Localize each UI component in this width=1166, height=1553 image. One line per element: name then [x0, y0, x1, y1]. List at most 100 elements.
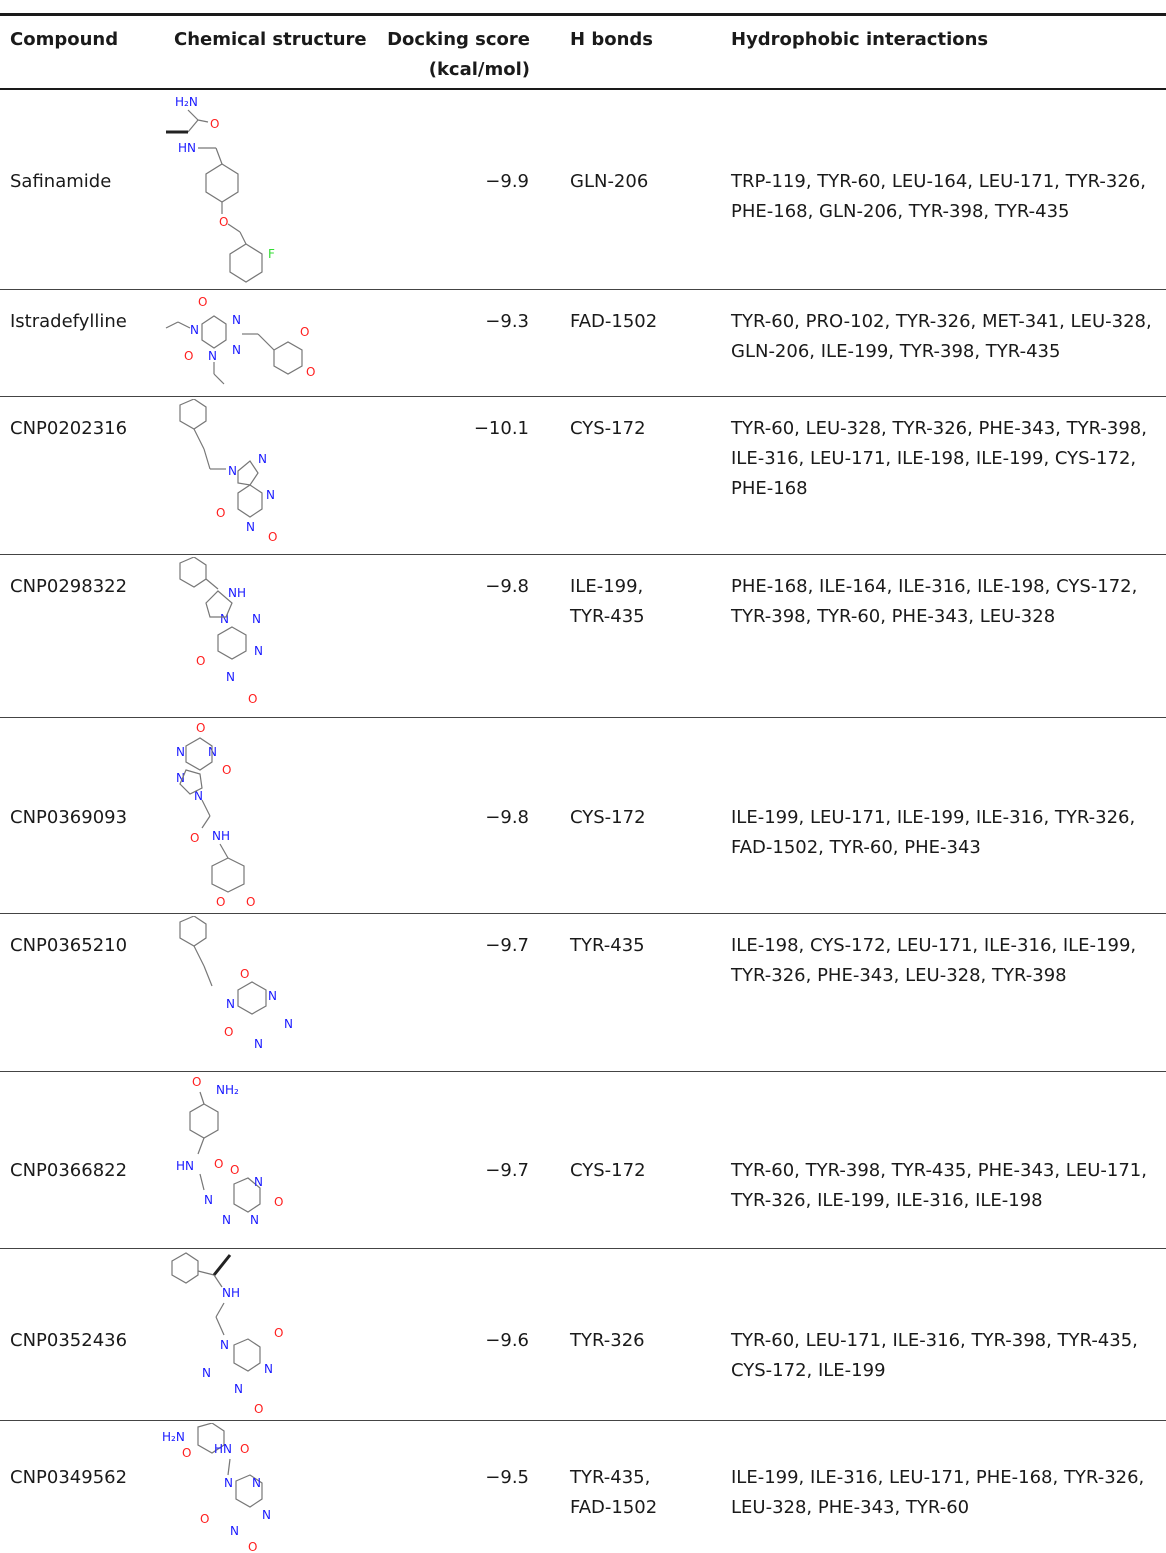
hydrophobic-interactions: TYR-60, LEU-328, TYR-326, PHE-343, TYR-3… — [731, 418, 1147, 499]
structure-atom-label: N — [222, 1213, 231, 1227]
structure-atom-label: NH — [222, 1286, 240, 1300]
structure-atom-label: N — [176, 771, 185, 785]
row-divider — [0, 396, 1166, 397]
h-bond-residue: FAD-1502 — [570, 311, 658, 332]
structure-atom-label: N — [232, 343, 241, 357]
structure-atom-label: N — [220, 612, 229, 626]
h-bonds: GLN-206 — [570, 167, 648, 197]
structure-atom-label: N — [246, 520, 255, 534]
structure-atom-label: HN — [214, 1442, 232, 1456]
h-bonds: TYR-435 — [570, 931, 645, 961]
structure-atom-label: O — [254, 1402, 263, 1416]
header-docking-score: Docking score (kcal/mol) — [370, 25, 530, 85]
compound-name: CNP0352436 — [10, 1330, 128, 1351]
hydrophobic-interactions: TYR-60, TYR-398, TYR-435, PHE-343, LEU-1… — [731, 1160, 1147, 1211]
compound-name: CNP0366822 — [10, 1160, 128, 1181]
table-row: CNP0349562 H₂N O HN O N N N O N O −9.5 T… — [0, 1421, 1166, 1553]
structure-atom-label: O — [248, 1540, 257, 1553]
compound-name: CNP0202316 — [10, 418, 128, 439]
hydrophobic-interactions: TYR-60, PRO-102, TYR-326, MET-341, LEU-3… — [731, 311, 1152, 362]
chemical-structure-image: H₂N O HN O F — [166, 95, 275, 283]
structure-atom-label: N — [254, 644, 263, 658]
compound-name: Istradefylline — [10, 311, 127, 332]
structure-atom-label: N — [252, 1476, 261, 1490]
structure-atom-label: NH — [212, 829, 230, 843]
structure-atom-label: O — [216, 895, 225, 909]
structure-atom-label: H₂N — [162, 1430, 185, 1444]
table-row: CNP0202316 N N N O N O −10.1 CYS-172 TYR… — [0, 397, 1166, 555]
h-bonds: TYR-326 — [570, 1326, 645, 1356]
structure-atom-label: N — [266, 488, 275, 502]
table-row: CNP0298322 NH N N N O N O −9.8 ILE-199, … — [0, 555, 1166, 718]
structure-atom-label: NH — [228, 586, 246, 600]
hydrophobic-interactions: ILE-199, LEU-171, ILE-199, ILE-316, TYR-… — [731, 807, 1136, 858]
chemical-structure-image: H₂N O HN O N N N O N O — [162, 1423, 271, 1553]
structure-atom-label: N — [232, 313, 241, 327]
structure-atom-label: O — [216, 506, 225, 520]
h-bond-residue: FAD-1502 — [570, 1497, 658, 1518]
row-divider — [0, 289, 1166, 290]
hydrophobic-interactions: TRP-119, TYR-60, LEU-164, LEU-171, TYR-3… — [731, 171, 1146, 222]
row-divider — [0, 913, 1166, 914]
structure-atom-label: O — [274, 1326, 283, 1340]
structure-atom-label: O — [224, 1025, 233, 1039]
table-row: CNP0365210 O N N N O N −9.7 TYR-435 ILE-… — [0, 914, 1166, 1072]
header-h-bonds: H bonds — [570, 29, 653, 50]
h-bonds: FAD-1502 — [570, 307, 657, 337]
chemical-structure-image: N N N O N O — [179, 399, 277, 544]
docking-score: −9.8 — [485, 807, 529, 828]
compound-name: Safinamide — [10, 171, 112, 192]
h-bonds: CYS-172 — [570, 414, 646, 444]
row-divider — [0, 1248, 1166, 1249]
docking-score: −9.5 — [485, 1467, 529, 1488]
docking-score: −9.6 — [485, 1330, 529, 1351]
structure-atom-label: N — [234, 1382, 243, 1396]
header-docking-score-line1: Docking score — [387, 29, 530, 50]
table-row: CNP0369093 O N N O N N O NH O O −9.8 CYS… — [0, 718, 1166, 914]
h-bond-residue: GLN-206 — [570, 171, 649, 192]
structure-atom-label: O — [196, 654, 205, 668]
structure-atom-label: N — [258, 452, 267, 466]
structure-atom-label: N — [226, 670, 235, 684]
structure-atom-label: O — [219, 215, 228, 229]
header-hydrophobic-interactions: Hydrophobic interactions — [731, 29, 989, 50]
chemical-structure-image: O NH₂ HN O O N N O N N — [176, 1075, 283, 1227]
chemical-structure-image: O N N N O N — [179, 916, 293, 1051]
structure-atom-label: N — [194, 789, 203, 803]
table-row: Safinamide H₂N O HN O F −9.9 GLN-206 TRP… — [0, 90, 1166, 290]
structure-atom-label: N — [220, 1338, 229, 1352]
docking-score: −10.1 — [473, 418, 529, 439]
structure-atom-label: O — [192, 1075, 201, 1089]
chemical-structure-image: O N N O N N O O — [165, 295, 315, 385]
structure-atom-label: N — [224, 1476, 233, 1490]
structure-atom-label: O — [300, 325, 309, 339]
structure-atom-label: N — [284, 1017, 293, 1031]
docking-score: −9.9 — [485, 171, 529, 192]
structure-atom-label: O — [274, 1195, 283, 1209]
structure-atom-label: N — [208, 349, 217, 363]
h-bonds: CYS-172 — [570, 803, 646, 833]
table-header-rule — [0, 88, 1166, 90]
structure-atom-label: O — [214, 1157, 223, 1171]
compound-name: CNP0369093 — [10, 807, 128, 828]
hydrophobic-interactions: ILE-199, ILE-316, LEU-171, PHE-168, TYR-… — [731, 1467, 1145, 1518]
structure-atom-label: N — [230, 1524, 239, 1538]
row-divider — [0, 717, 1166, 718]
structure-atom-label: O — [184, 349, 193, 363]
structure-atom-label: NH₂ — [216, 1083, 239, 1097]
h-bond-residue: CYS-172 — [570, 418, 646, 439]
structure-atom-label: O — [246, 895, 255, 909]
compound-name: CNP0365210 — [10, 935, 128, 956]
structure-atom-label: N — [250, 1213, 259, 1227]
table-top-rule — [0, 13, 1166, 16]
structure-atom-label: N — [176, 745, 185, 759]
row-divider — [0, 554, 1166, 555]
docking-score: −9.8 — [485, 576, 529, 597]
structure-atom-label: N — [254, 1037, 263, 1051]
structure-atom-label: O — [230, 1163, 239, 1177]
structure-atom-label: O — [248, 692, 257, 706]
structure-atom-label: N — [204, 1193, 213, 1207]
table-row: CNP0352436 NH N O N N N O −9.6 TYR-326 T… — [0, 1249, 1166, 1421]
structure-atom-label: O — [200, 1512, 209, 1526]
header-docking-score-line2: (kcal/mol) — [428, 59, 530, 80]
